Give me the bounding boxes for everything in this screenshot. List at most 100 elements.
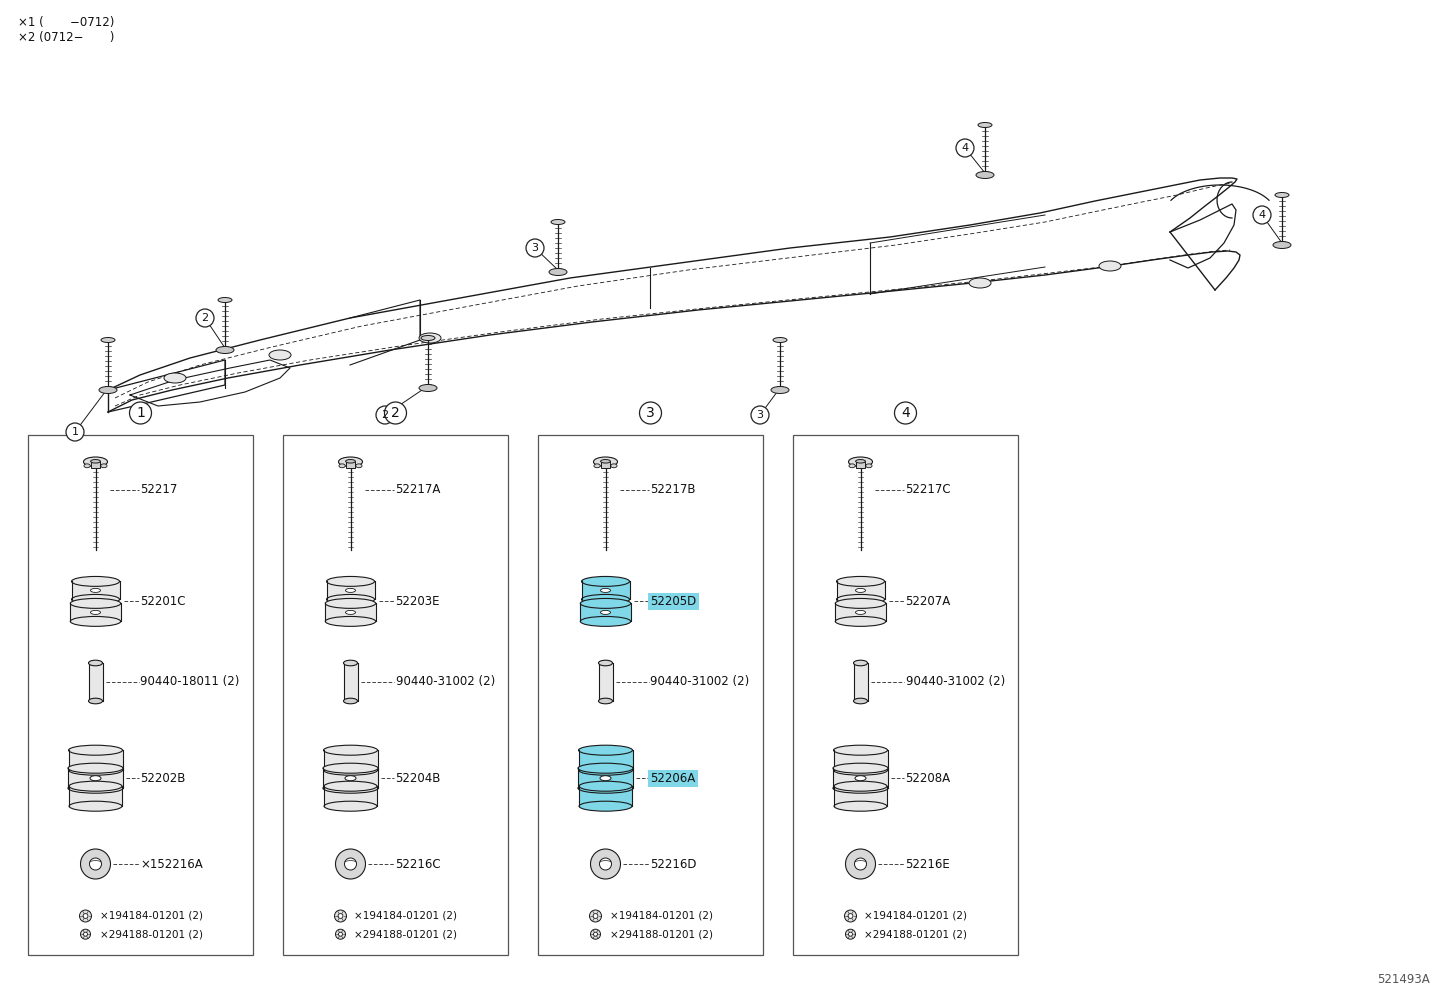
- Bar: [578, 750, 633, 770]
- Circle shape: [338, 932, 342, 936]
- Ellipse shape: [71, 595, 120, 605]
- Ellipse shape: [594, 464, 600, 468]
- Ellipse shape: [866, 464, 871, 468]
- Circle shape: [590, 910, 601, 922]
- Ellipse shape: [600, 775, 611, 780]
- Text: ×194184-01201 (2): ×194184-01201 (2): [864, 911, 968, 921]
- Text: 52217C: 52217C: [906, 483, 951, 496]
- Ellipse shape: [581, 577, 630, 587]
- Ellipse shape: [834, 801, 887, 811]
- Text: 2: 2: [381, 410, 389, 420]
- Circle shape: [90, 858, 101, 870]
- Circle shape: [81, 929, 91, 939]
- Bar: [855, 461, 866, 468]
- Ellipse shape: [1274, 193, 1289, 198]
- Bar: [832, 768, 889, 788]
- Circle shape: [344, 858, 357, 870]
- Ellipse shape: [581, 595, 630, 605]
- Text: 3: 3: [757, 410, 763, 420]
- Text: ×294188-01201 (2): ×294188-01201 (2): [100, 929, 202, 939]
- Ellipse shape: [91, 589, 101, 593]
- Ellipse shape: [855, 459, 866, 463]
- Text: 52217: 52217: [140, 483, 178, 496]
- Bar: [324, 786, 377, 806]
- Text: 521493A: 521493A: [1377, 973, 1431, 986]
- Ellipse shape: [611, 464, 617, 468]
- Text: 1: 1: [136, 406, 145, 420]
- Ellipse shape: [69, 781, 121, 791]
- Text: 52217B: 52217B: [650, 483, 696, 496]
- Text: ×194184-01201 (2): ×194184-01201 (2): [100, 911, 202, 921]
- Circle shape: [591, 849, 620, 879]
- Ellipse shape: [834, 781, 887, 791]
- Ellipse shape: [68, 765, 123, 775]
- Bar: [837, 582, 884, 600]
- Ellipse shape: [325, 617, 376, 627]
- Ellipse shape: [579, 781, 631, 791]
- Circle shape: [334, 910, 347, 922]
- Circle shape: [751, 406, 769, 424]
- Circle shape: [594, 932, 597, 936]
- Circle shape: [66, 423, 84, 441]
- Ellipse shape: [601, 611, 610, 615]
- Ellipse shape: [855, 589, 866, 593]
- Ellipse shape: [1100, 261, 1121, 271]
- Circle shape: [384, 402, 406, 424]
- Ellipse shape: [327, 577, 374, 587]
- Circle shape: [335, 929, 345, 939]
- Ellipse shape: [832, 763, 889, 773]
- Ellipse shape: [837, 577, 884, 587]
- Ellipse shape: [324, 781, 377, 791]
- Text: 52202B: 52202B: [140, 771, 186, 784]
- Ellipse shape: [581, 617, 630, 627]
- Circle shape: [845, 929, 855, 939]
- Ellipse shape: [101, 464, 107, 468]
- Ellipse shape: [324, 763, 379, 773]
- Circle shape: [845, 849, 876, 879]
- Ellipse shape: [855, 775, 866, 780]
- Ellipse shape: [101, 337, 116, 342]
- Ellipse shape: [218, 297, 233, 302]
- Ellipse shape: [598, 699, 613, 704]
- Ellipse shape: [88, 699, 103, 704]
- Bar: [835, 604, 886, 622]
- Ellipse shape: [1273, 242, 1290, 249]
- Ellipse shape: [68, 746, 123, 755]
- Text: 52217A: 52217A: [396, 483, 441, 496]
- Bar: [344, 663, 357, 701]
- Circle shape: [338, 913, 342, 918]
- Text: ×294188-01201 (2): ×294188-01201 (2): [354, 929, 458, 939]
- Text: ×152216A: ×152216A: [140, 857, 204, 870]
- Text: 52204B: 52204B: [396, 771, 441, 784]
- Ellipse shape: [68, 763, 123, 773]
- Ellipse shape: [835, 599, 886, 609]
- Ellipse shape: [578, 783, 633, 793]
- Ellipse shape: [773, 337, 788, 342]
- Text: 52205D: 52205D: [650, 595, 696, 608]
- Bar: [324, 750, 377, 770]
- Circle shape: [957, 139, 974, 157]
- Circle shape: [591, 929, 601, 939]
- Bar: [854, 663, 867, 701]
- Ellipse shape: [344, 699, 357, 704]
- Text: 52201C: 52201C: [140, 595, 186, 608]
- Ellipse shape: [90, 775, 101, 780]
- Text: 52203E: 52203E: [396, 595, 439, 608]
- Text: 2: 2: [201, 313, 208, 323]
- Ellipse shape: [551, 220, 565, 225]
- Ellipse shape: [100, 386, 117, 393]
- Text: 4: 4: [902, 406, 910, 420]
- Circle shape: [854, 858, 867, 870]
- Circle shape: [844, 910, 857, 922]
- Bar: [91, 461, 100, 468]
- Circle shape: [376, 406, 394, 424]
- Bar: [578, 768, 633, 788]
- Ellipse shape: [324, 765, 377, 775]
- Ellipse shape: [324, 746, 377, 755]
- Circle shape: [526, 239, 543, 257]
- Bar: [345, 461, 355, 468]
- Ellipse shape: [601, 589, 610, 593]
- Ellipse shape: [855, 611, 866, 615]
- Ellipse shape: [269, 350, 290, 360]
- Ellipse shape: [578, 765, 633, 775]
